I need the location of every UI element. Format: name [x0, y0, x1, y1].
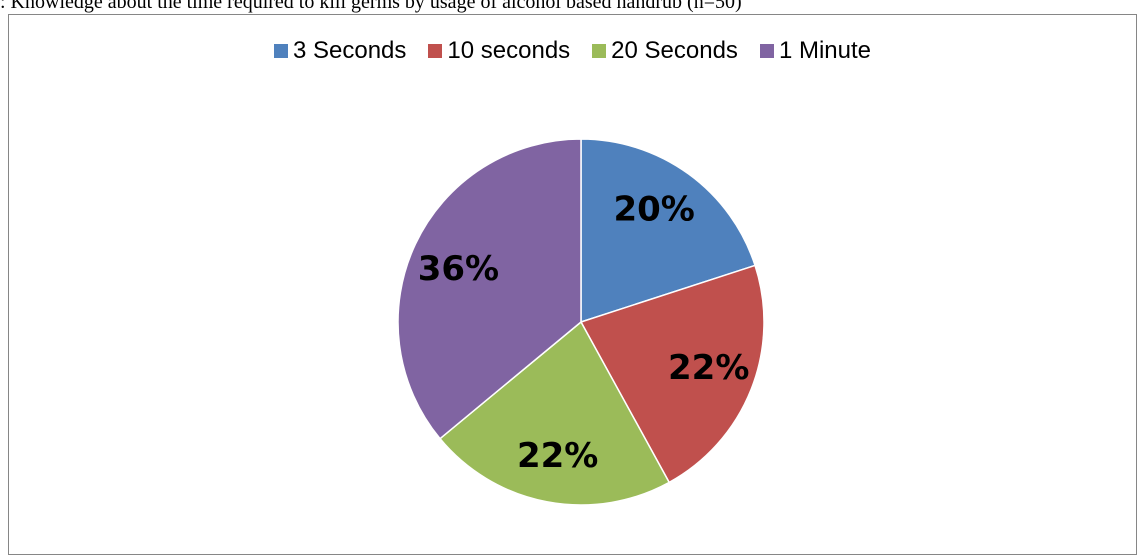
legend-swatch: [273, 44, 288, 58]
pie-slice-1-minute: [397, 138, 582, 440]
legend-item-1-minute: 1 Minute: [759, 37, 871, 65]
pie-data-label: 20%: [613, 189, 694, 229]
figure-caption: : Knowledge about the time required to k…: [0, 0, 742, 13]
legend-label: 1 Minute: [778, 37, 871, 64]
pie-slices: [397, 138, 765, 506]
legend-item-20-seconds: 20 Seconds: [592, 37, 738, 65]
legend-swatch: [428, 44, 443, 58]
pie-data-label: 36%: [418, 249, 499, 289]
legend-swatch: [592, 44, 607, 58]
pie-slice-10-seconds: [579, 264, 765, 484]
pie-chart: 20% 22% 22% 36%: [397, 138, 765, 506]
legend-item-10-seconds: 10 seconds: [428, 37, 570, 65]
chart-frame: 3 Seconds 10 seconds 20 Seconds 1 Minute…: [8, 14, 1137, 555]
legend-label: 10 seconds: [447, 37, 571, 64]
pie-data-label: 22%: [668, 348, 749, 388]
legend-label: 3 Seconds: [292, 37, 407, 64]
pie-labels: 20% 22% 22% 36%: [418, 189, 750, 476]
legend-item-3-seconds: 3 Seconds: [273, 37, 407, 65]
pie-slice-3-seconds: [580, 138, 756, 324]
chart-legend: 3 Seconds 10 seconds 20 Seconds 1 Minute: [9, 37, 1136, 65]
pie-slice-20-seconds: [438, 320, 671, 506]
legend-label: 20 Seconds: [611, 37, 738, 64]
legend-swatch: [759, 44, 774, 58]
pie-data-label: 22%: [517, 436, 598, 476]
